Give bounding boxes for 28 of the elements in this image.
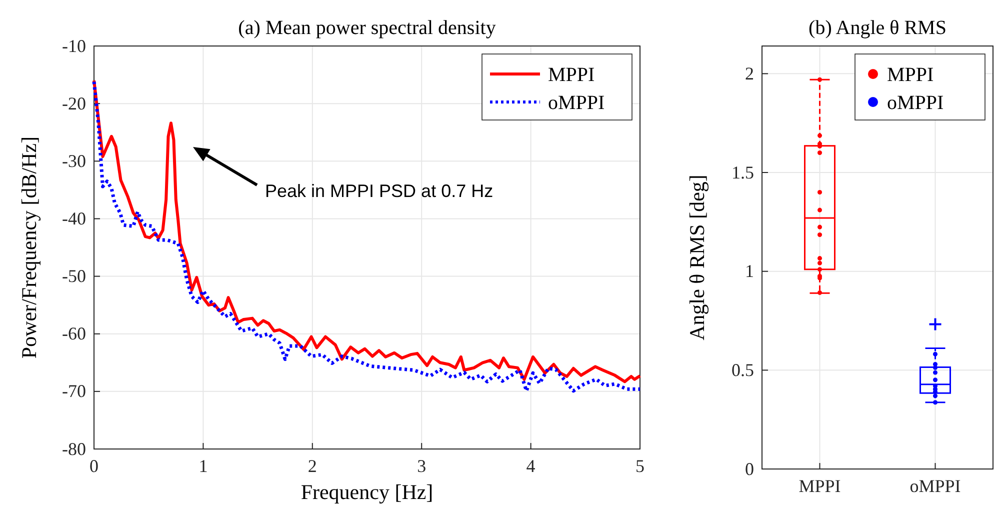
x-tick-label: 2: [308, 456, 317, 476]
y-axis-title: Power/Frequency [dB/Hz]: [17, 136, 41, 359]
y-tick-label: -30: [62, 150, 86, 171]
legend-label: MPPI: [887, 64, 934, 86]
legend-label: oMPPI: [887, 92, 944, 114]
y-tick-label: 0.5: [732, 360, 754, 380]
annotation: Peak in MPPI PSD at 0.7 Hz: [265, 181, 494, 201]
legend-label: oMPPI: [548, 92, 605, 114]
y-axis-title: Angle θ RMS [deg]: [685, 174, 709, 340]
chart-title: (b) Angle θ RMS: [808, 17, 946, 39]
x-tick-label: 4: [526, 456, 536, 476]
y-tick-label: -70: [62, 381, 86, 402]
x-tick-label: 3: [417, 456, 426, 476]
y-tick-label: -60: [62, 324, 86, 344]
legend-label: MPPI: [548, 64, 595, 86]
x-tick-label: 1: [198, 456, 208, 476]
x-axis-title: Frequency [Hz]: [300, 480, 434, 504]
y-tick-label: 1.5: [732, 162, 754, 182]
chart-title: (a) Mean power spectral density: [238, 17, 496, 39]
y-tick-label: 2: [745, 63, 754, 84]
y-tick-label: -10: [62, 36, 86, 56]
y-tick-label: 1: [745, 261, 754, 282]
x-tick-label: 0: [90, 456, 98, 476]
y-tick-label: -20: [62, 93, 86, 114]
y-tick-label: -50: [62, 266, 86, 286]
y-tick-label: -80: [62, 438, 86, 459]
y-tick-label: -40: [62, 208, 86, 228]
x-tick-label: 5: [636, 456, 644, 476]
